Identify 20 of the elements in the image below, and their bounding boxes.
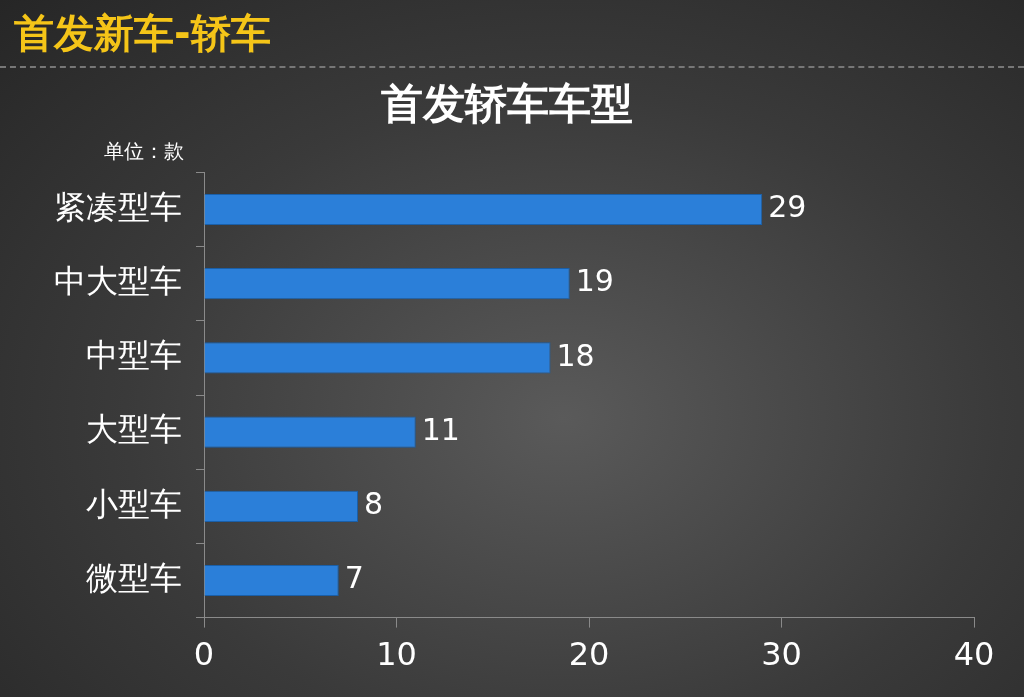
x-tick-label: 40: [953, 635, 995, 674]
y-tick-label: 大型车: [86, 410, 182, 449]
y-tick-label: 微型车: [86, 558, 182, 597]
x-tick-label: 0: [193, 635, 215, 674]
data-label: 11: [421, 411, 460, 447]
x-tick-label: 20: [568, 635, 610, 674]
data-label: 19: [575, 263, 614, 299]
text: 单位：款: [104, 138, 184, 163]
chart-subtitle: 首发轿车车型: [381, 79, 633, 129]
y-tick-label: 小型车: [86, 484, 182, 523]
chart-title: 首发新车-轿车: [13, 9, 272, 58]
x-tick-label: 30: [761, 635, 802, 674]
y-tick-label: 中大型车: [54, 262, 182, 301]
data-label: 8: [364, 486, 384, 522]
y-tick-label: 紧凑型车: [54, 187, 182, 226]
data-label: 7: [344, 560, 364, 596]
data-label: 29: [768, 189, 807, 225]
data-label: 18: [556, 337, 595, 373]
y-tick-label: 中型车: [86, 336, 182, 375]
x-tick-label: 10: [376, 635, 417, 674]
